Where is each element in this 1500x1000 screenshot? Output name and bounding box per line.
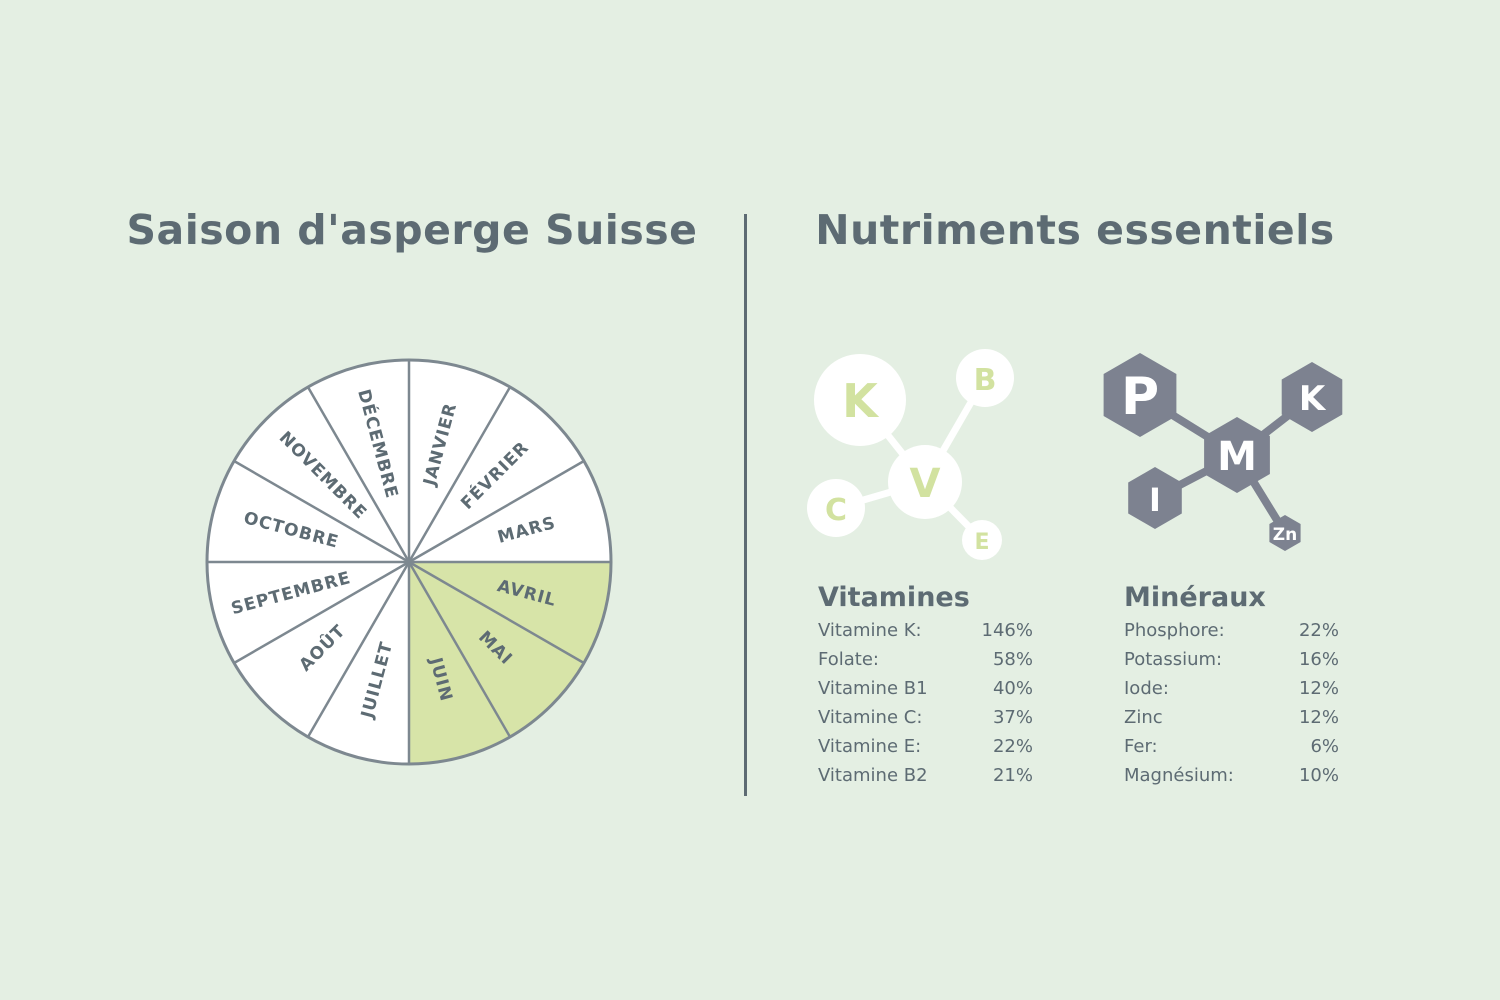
vitamin-row: Vitamine K: 146% xyxy=(818,616,1033,645)
vitamin-molecule-icon: K B V C E xyxy=(807,349,1014,560)
mineral-hexagon-icon: P M K I Zn xyxy=(1103,353,1343,551)
vitamin-k-letter: K xyxy=(842,374,880,428)
wheel-spoke xyxy=(233,560,410,665)
mineral-name: Magnésium: xyxy=(1124,765,1234,786)
vitamins-heading: Vitamines xyxy=(818,582,970,613)
wheel-spoke xyxy=(407,386,512,563)
vitamin-name: Vitamine K: xyxy=(818,620,922,641)
vitamin-row: Folate: 58% xyxy=(818,645,1033,674)
vitamin-row: Vitamine B1 40% xyxy=(818,674,1033,703)
wheel-spoke xyxy=(306,386,411,563)
vitamin-row: Vitamine B2 21% xyxy=(818,761,1033,790)
vitamin-c-letter: C xyxy=(825,493,847,528)
vitamin-value: 58% xyxy=(992,649,1033,670)
mineral-i-letter: I xyxy=(1149,481,1161,519)
vitamin-name: Vitamine C: xyxy=(818,707,923,728)
wheel-spoke xyxy=(408,560,585,665)
mineral-row: Phosphore: 22% xyxy=(1124,616,1339,645)
mineral-k-node xyxy=(1281,362,1343,432)
wheel-spoke xyxy=(408,459,585,564)
mineral-value: 10% xyxy=(1298,765,1339,786)
mineral-value: 16% xyxy=(1298,649,1339,670)
mineral-value: 6% xyxy=(1310,736,1339,757)
mineral-name: Potassium: xyxy=(1124,649,1223,670)
in-season-sector xyxy=(409,562,510,764)
wheel-spoke xyxy=(306,561,411,738)
mineral-name: Fer: xyxy=(1124,736,1158,757)
vitamin-b-node xyxy=(956,349,1014,407)
mineral-row: Zinc 12% xyxy=(1124,703,1339,732)
nutrients-title: Nutriments essentiels xyxy=(815,206,1335,254)
mineral-m-letter: M xyxy=(1217,434,1257,480)
mineral-row: Potassium: 16% xyxy=(1124,645,1339,674)
season-title: Saison d'asperge Suisse xyxy=(126,206,698,254)
mineral-name: Phosphore: xyxy=(1124,620,1225,641)
vitamin-name: Vitamine B1 xyxy=(818,678,928,699)
mineral-row: Iode: 12% xyxy=(1124,674,1339,703)
mineral-name: Iode: xyxy=(1124,678,1169,699)
vitamin-v-letter: V xyxy=(910,461,941,507)
in-season-sector xyxy=(409,562,611,663)
vitamin-name: Vitamine E: xyxy=(818,736,922,757)
vitamin-value: 40% xyxy=(992,678,1033,699)
vitamin-value: 37% xyxy=(992,707,1033,728)
mineral-i-node xyxy=(1128,467,1182,529)
vitamin-v-node xyxy=(888,445,962,519)
section-divider xyxy=(744,214,747,796)
vitamin-e-node xyxy=(962,520,1002,560)
vitamin-value: 21% xyxy=(992,765,1033,786)
mineral-value: 12% xyxy=(1298,678,1339,699)
mineral-name: Zinc xyxy=(1124,707,1163,728)
vitamin-b-letter: B xyxy=(974,363,997,398)
wheel-spoke xyxy=(407,561,512,738)
mineral-p-letter: P xyxy=(1121,367,1159,427)
wheel-spoke xyxy=(233,459,410,564)
vitamin-name: Vitamine B2 xyxy=(818,765,928,786)
vitamin-e-letter: E xyxy=(974,530,989,555)
mineral-row: Fer: 6% xyxy=(1124,732,1339,761)
minerals-heading: Minéraux xyxy=(1124,582,1266,613)
mineral-m-node xyxy=(1204,417,1270,493)
vitamins-table: Vitamines Vitamine K: 146% Folate: 58% Vit… xyxy=(818,580,1033,790)
mineral-p-node xyxy=(1103,353,1177,437)
vitamin-name: Folate: xyxy=(818,649,879,670)
vitamin-value: 22% xyxy=(992,736,1033,757)
mineral-row: Magnésium: 10% xyxy=(1124,761,1339,790)
vitamin-row: Vitamine E: 22% xyxy=(818,732,1033,761)
vitamin-row: Vitamine C: 37% xyxy=(818,703,1033,732)
mineral-zn-node xyxy=(1269,515,1301,551)
mineral-value: 22% xyxy=(1298,620,1339,641)
vitamin-c-node xyxy=(807,479,865,537)
in-season-sector xyxy=(409,562,584,737)
mineral-zn-letter: Zn xyxy=(1273,525,1297,545)
wheel-outline xyxy=(205,358,613,766)
mineral-value: 12% xyxy=(1298,707,1339,728)
vitamin-value: 146% xyxy=(981,620,1033,641)
vitamin-k-node xyxy=(814,354,906,446)
minerals-table: Minéraux Phosphore: 22% Potassium: 16% Iod… xyxy=(1124,580,1339,790)
mineral-k-letter: K xyxy=(1299,379,1327,419)
